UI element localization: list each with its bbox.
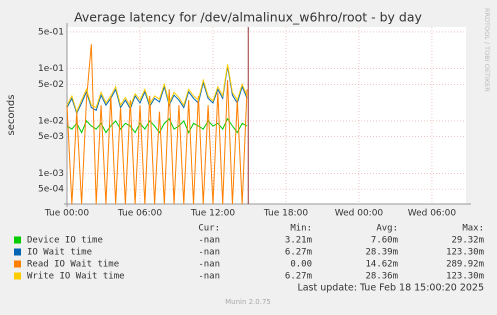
footer: Munin 2.0.75 (225, 298, 271, 306)
x-tick-label: Wed 00:00 (335, 209, 384, 219)
stat-value: 0.00 (290, 260, 312, 270)
chart-title: Average latency for /dev/almalinux_w6hro… (74, 10, 422, 25)
stat-value: -nan (198, 260, 220, 270)
stat-header: Avg: (376, 224, 398, 234)
y-tick-label: 5e-02 (38, 80, 64, 90)
stat-value: 6.27m (285, 272, 312, 282)
y-tick-label: 5e-03 (38, 132, 64, 142)
stat-header: Cur: (198, 224, 220, 234)
stat-value: 6.27m (285, 248, 312, 258)
stat-value: -nan (198, 248, 220, 258)
last-update: Last update: Tue Feb 18 15:00:20 2025 (297, 283, 484, 294)
y-tick-label: 1e-02 (38, 116, 64, 126)
stat-value: -nan (198, 272, 220, 282)
stat-header: Min: (290, 224, 312, 234)
stat-value: 14.62m (365, 260, 398, 270)
stat-value: 7.60m (371, 236, 398, 246)
stat-value: 28.36m (365, 272, 398, 282)
x-tick-label: Tue 18:00 (263, 209, 308, 219)
series-line (66, 64, 248, 114)
x-tick-label: Wed 06:00 (408, 209, 457, 219)
series-line (66, 44, 248, 205)
legend-swatch (14, 272, 21, 280)
stat-value: 123.30m (446, 272, 484, 282)
stat-value: 29.32m (451, 236, 484, 246)
stat-value: -nan (198, 236, 220, 246)
stat-value: 28.39m (365, 248, 398, 258)
series-line (66, 117, 248, 134)
stat-header: Max: (462, 224, 484, 234)
stat-value: 289.92m (446, 260, 484, 270)
legend-label: IO Wait time (27, 248, 92, 258)
lines (66, 27, 249, 205)
legend-swatch (14, 236, 21, 244)
y-tick-label: 5e-04 (38, 185, 64, 195)
legend-label: Write IO Wait time (27, 272, 125, 282)
legend-swatch (14, 248, 21, 256)
x-tick-label: Tue 00:00 (44, 209, 89, 219)
x-tick-label: Tue 12:00 (190, 209, 235, 219)
series-line (66, 66, 248, 115)
y-tick-label: 5e-01 (38, 27, 64, 37)
x-tick-label: Tue 06:00 (117, 209, 162, 219)
stat-value: 3.21m (285, 236, 312, 246)
side-label: RRDTOOL / TOBI OETIKER (483, 8, 491, 92)
grid: 5e-01 1e-01 5e-02 1e-02 5e-03 1e-03 5e-04 Tue 0… (38, 23, 471, 219)
stat-value: 123.30m (446, 248, 484, 258)
legend: Cur: Min: Avg: Max: Device IO time -nan 3.21m 7… (14, 224, 484, 282)
y-axis-label: seconds (6, 95, 17, 136)
legend-label: Read IO Wait time (27, 260, 119, 270)
y-tick-label: 1e-01 (38, 64, 64, 74)
legend-label: Device IO time (27, 236, 103, 246)
y-tick-label: 1e-03 (38, 169, 64, 179)
legend-swatch (14, 260, 21, 268)
